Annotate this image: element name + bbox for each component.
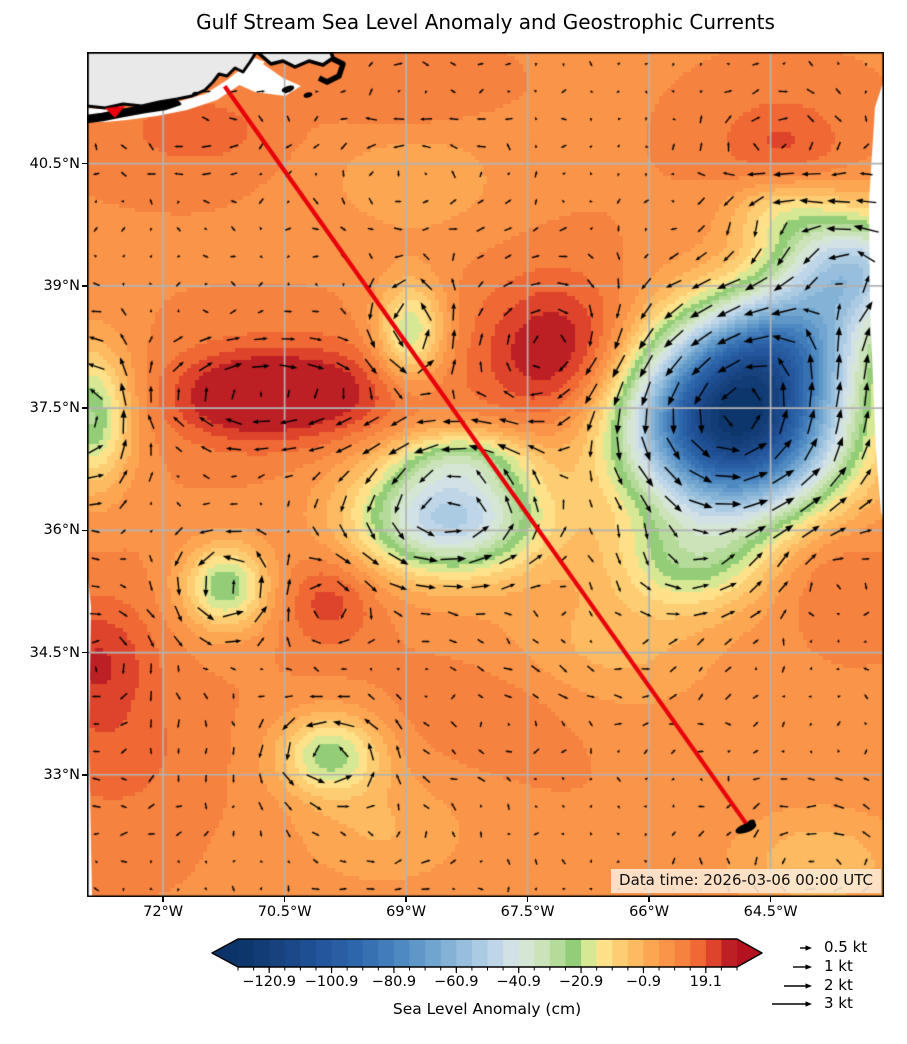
key-label: 0.5 kt	[824, 938, 868, 956]
colorbar	[211, 938, 763, 973]
colorbar-segment	[503, 939, 520, 967]
colorbar-tick-label: −0.9	[625, 974, 662, 990]
x-tick-mark	[526, 897, 529, 902]
key-arrow	[784, 983, 812, 989]
x-tick-mark	[769, 897, 772, 902]
colorbar-segment	[690, 939, 707, 967]
key-label: 1 kt	[824, 957, 853, 975]
colorbar-segment	[331, 939, 348, 967]
key-label: 3 kt	[824, 994, 853, 1012]
x-tick-mark	[283, 897, 286, 902]
colorbar-segment	[534, 939, 551, 967]
colorbar-tick-label: 19.1	[689, 974, 722, 990]
y-tick-label: 37.5°N	[29, 400, 80, 417]
y-tick-label: 36°N	[43, 522, 80, 539]
colorbar-segment	[300, 939, 317, 967]
colorbar-segment	[378, 939, 395, 967]
colorbar-under-arrow	[212, 939, 238, 967]
colorbar-segment	[409, 939, 426, 967]
key-label: 2 kt	[824, 976, 853, 994]
colorbar-segment	[518, 939, 535, 967]
colorbar-over-arrow	[737, 939, 762, 967]
map-canvas	[87, 52, 884, 897]
y-tick-label: 34.5°N	[29, 644, 80, 661]
y-tick-mark	[82, 651, 87, 654]
key-arrow	[800, 945, 812, 951]
colorbar-segment	[596, 939, 613, 967]
colorbar-tick-label: −80.9	[371, 974, 417, 990]
colorbar-segment	[705, 939, 723, 967]
colorbar-segment	[612, 939, 629, 967]
colorbar-segment	[627, 939, 645, 967]
colorbar-segment	[549, 939, 567, 967]
colorbar-segment	[659, 939, 676, 967]
colorbar-segment	[440, 939, 457, 967]
colorbar-segment	[269, 939, 286, 967]
x-tick-mark	[648, 897, 650, 902]
colorbar-segment	[347, 939, 364, 967]
colorbar-segment	[471, 939, 489, 967]
quiver-key-arrows	[772, 945, 812, 1007]
colorbar-segment	[362, 939, 379, 967]
y-tick-mark	[82, 529, 87, 532]
x-tick-label: 69°W	[386, 904, 427, 920]
x-tick-mark	[405, 897, 407, 902]
colorbar-segment	[643, 939, 660, 967]
x-tick-label: 64.5°W	[743, 904, 798, 920]
colorbar-tick-label: −20.9	[558, 974, 604, 990]
key-arrow	[772, 1001, 812, 1007]
x-tick-label: 70.5°W	[257, 904, 312, 920]
colorbar-segment	[284, 939, 301, 967]
colorbar-segment	[721, 939, 738, 967]
colorbar-segment	[581, 939, 598, 967]
map-plot: Data time: 2026-03-06 00:00 UTC	[87, 52, 884, 897]
y-tick-label: 40.5°N	[29, 155, 80, 172]
colorbar-tick-label: −120.9	[242, 974, 297, 990]
colorbar-segment	[393, 939, 411, 967]
x-tick-label: 67.5°W	[500, 904, 555, 920]
colorbar-segment	[565, 939, 582, 967]
y-tick-mark	[82, 407, 87, 409]
colorbar-segment	[253, 939, 270, 967]
key-arrow	[793, 964, 812, 970]
colorbar-segment	[674, 939, 691, 967]
colorbar-tick-label: −100.9	[304, 974, 359, 990]
y-tick-mark	[82, 285, 87, 287]
y-tick-mark	[82, 162, 87, 165]
x-tick-label: 66°W	[629, 904, 670, 920]
data-time-badge: Data time: 2026-03-06 00:00 UTC	[611, 869, 881, 893]
colorbar-tick-label: −40.9	[496, 974, 541, 990]
y-tick-mark	[82, 773, 87, 776]
chart-title: Gulf Stream Sea Level Anomaly and Geostr…	[196, 10, 775, 34]
colorbar-label: Sea Level Anomaly (cm)	[392, 1000, 582, 1018]
colorbar-segment	[456, 939, 473, 967]
colorbar-segment	[487, 939, 504, 967]
colorbar-segment	[238, 939, 255, 967]
colorbar-segment	[315, 939, 333, 967]
y-tick-label: 33°N	[43, 766, 80, 783]
y-tick-label: 39°N	[43, 277, 80, 294]
colorbar-segment	[425, 939, 442, 967]
x-tick-label: 72°W	[143, 904, 184, 920]
colorbar-tick-label: −60.9	[434, 974, 479, 990]
x-tick-mark	[162, 897, 164, 902]
